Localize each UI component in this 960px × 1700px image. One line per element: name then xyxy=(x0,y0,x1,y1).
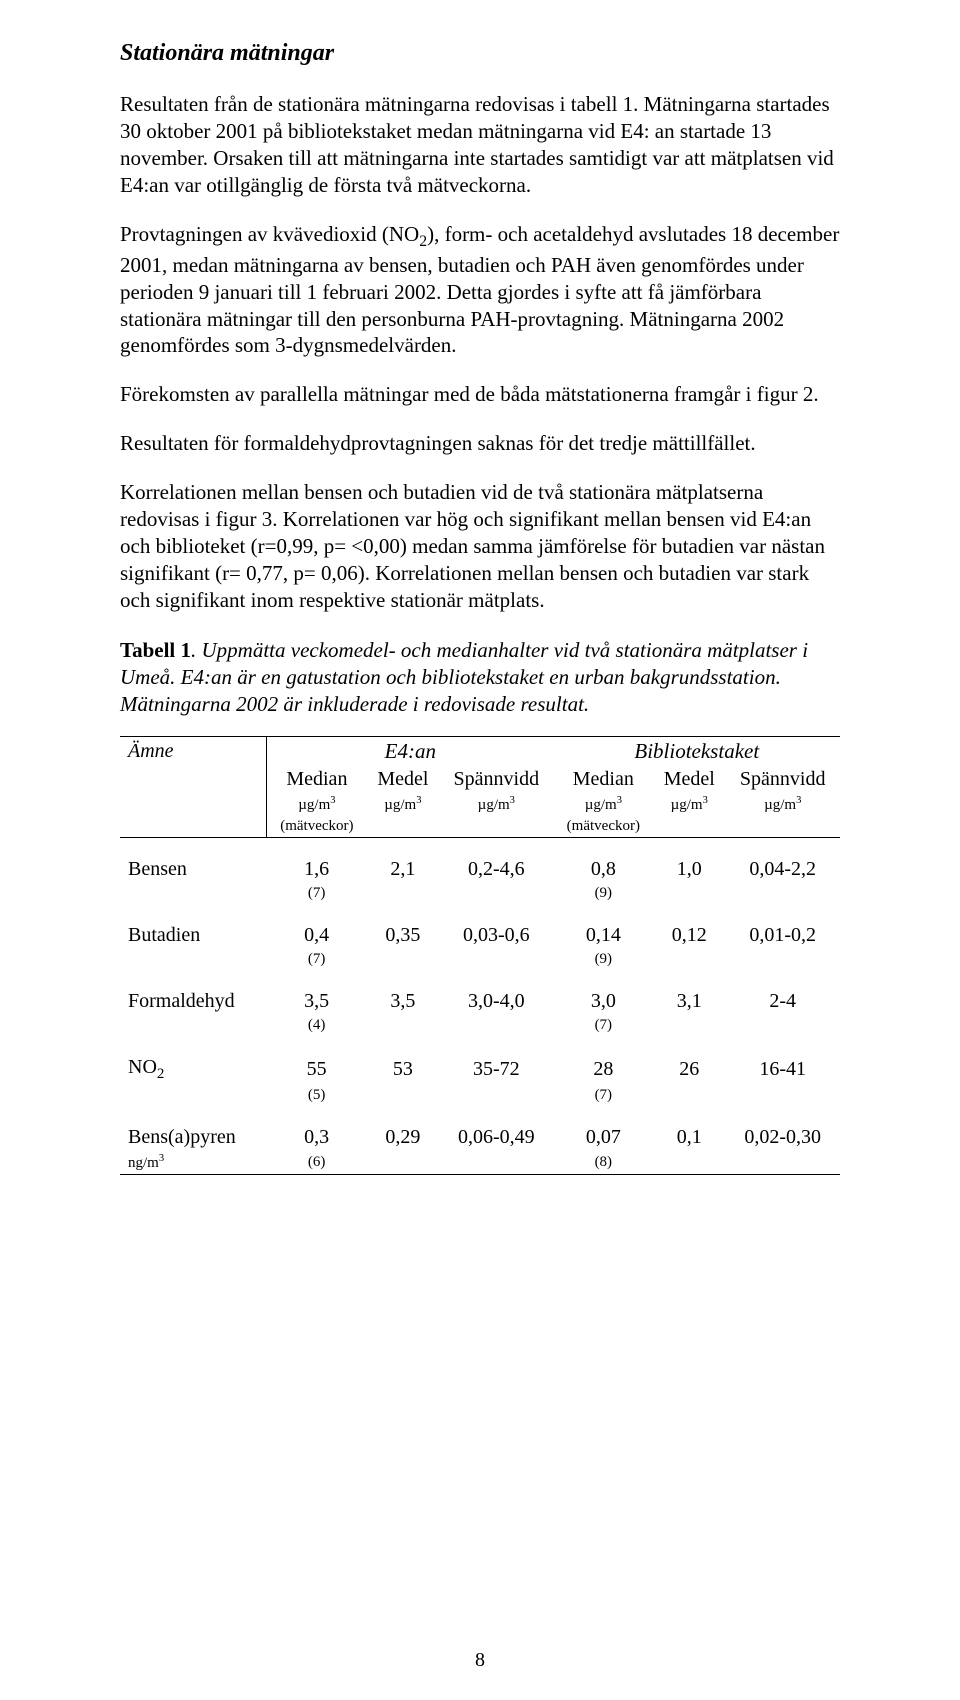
empty-cell xyxy=(120,766,267,793)
weeks: (8) xyxy=(554,1151,654,1175)
section-title: Stationära mätningar xyxy=(120,40,840,67)
caption-rest: . Uppmätta veckomedel- och medianhalter … xyxy=(120,638,808,716)
h-e4-median: Median xyxy=(267,766,367,793)
cell-value: 2-4 xyxy=(725,988,840,1015)
cell-value: 0,29 xyxy=(367,1124,439,1151)
weeks: (7) xyxy=(267,949,367,970)
cell-value: 0,8 xyxy=(554,856,654,883)
table-caption: Tabell 1. Uppmätta veckomedel- och media… xyxy=(120,637,840,718)
header-row-1: Ämne E4:an Bibliotekstaket xyxy=(120,737,840,767)
cell-value: 35-72 xyxy=(439,1054,554,1085)
caption-lead: Tabell 1 xyxy=(120,638,191,662)
cell-value: 3,0 xyxy=(554,988,654,1015)
weeks-e4: (mätveckor) xyxy=(267,816,367,838)
table-row: Butadien 0,4 0,35 0,03-0,6 0,14 0,12 0,0… xyxy=(120,922,840,949)
header-row-3: µg/m3 µg/m3 µg/m3 µg/m3 µg/m3 µg/m3 xyxy=(120,793,840,816)
cell-value: 3,1 xyxy=(653,988,725,1015)
substance-name: NO2 xyxy=(120,1054,267,1085)
paragraph-2a: Provtagningen av kvävedioxid (NO xyxy=(120,222,419,246)
table-row-weeks: (7) (9) xyxy=(120,883,840,904)
page: Stationära mätningar Resultaten från de … xyxy=(0,0,960,1700)
weeks: (9) xyxy=(554,883,654,904)
substance-name: Bensen xyxy=(120,856,267,883)
table-row-weeks: ng/m3 (6) (8) xyxy=(120,1151,840,1175)
cell-value: 1,6 xyxy=(267,856,367,883)
cell-value: 3,5 xyxy=(367,988,439,1015)
h-e4-medel: Medel xyxy=(367,766,439,793)
empty-cell xyxy=(439,816,554,838)
col-substance-header: Ämne xyxy=(120,737,267,767)
cell-value: 0,3 xyxy=(267,1124,367,1151)
cell-value: 0,1 xyxy=(653,1124,725,1151)
unit-e4-span: µg/m3 xyxy=(439,793,554,816)
table-row-weeks: (5) (7) xyxy=(120,1085,840,1106)
cell-value: 3,5 xyxy=(267,988,367,1015)
table-row: NO2 55 53 35-72 28 26 16-41 xyxy=(120,1054,840,1085)
h-bib-median: Median xyxy=(554,766,654,793)
cell-value: 55 xyxy=(267,1054,367,1085)
unit-bib-medel: µg/m3 xyxy=(653,793,725,816)
weeks: (6) xyxy=(267,1151,367,1175)
weeks: (4) xyxy=(267,1015,367,1036)
group-bib-header: Bibliotekstaket xyxy=(554,737,840,767)
table-row: Formaldehyd 3,5 3,5 3,0-4,0 3,0 3,1 2-4 xyxy=(120,988,840,1015)
weeks: (7) xyxy=(554,1015,654,1036)
cell-value: 0,01-0,2 xyxy=(725,922,840,949)
paragraph-4: Resultaten för formaldehydprovtagningen … xyxy=(120,430,840,457)
cell-value: 0,35 xyxy=(367,922,439,949)
cell-value: 0,12 xyxy=(653,922,725,949)
table-row-weeks: (7) (9) xyxy=(120,949,840,970)
paragraph-1: Resultaten från de stationära mätningarn… xyxy=(120,91,840,199)
cell-value: 0,04-2,2 xyxy=(725,856,840,883)
group-e4-header: E4:an xyxy=(267,737,554,767)
empty-cell xyxy=(653,816,725,838)
cell-value: 0,4 xyxy=(267,922,367,949)
data-table: Ämne E4:an Bibliotekstaket Median Medel … xyxy=(120,736,840,1175)
substance-name: Butadien xyxy=(120,922,267,949)
page-number: 8 xyxy=(0,1649,960,1672)
table-row: Bens(a)pyren 0,3 0,29 0,06-0,49 0,07 0,1… xyxy=(120,1124,840,1151)
subscript-2: 2 xyxy=(419,233,427,250)
empty-cell xyxy=(367,816,439,838)
weeks: (5) xyxy=(267,1085,367,1106)
h-e4-span: Spännvidd xyxy=(439,766,554,793)
cell-value: 28 xyxy=(554,1054,654,1085)
h-bib-span: Spännvidd xyxy=(725,766,840,793)
unit-e4-medel: µg/m3 xyxy=(367,793,439,816)
empty-cell xyxy=(120,816,267,838)
substance-unit: ng/m3 xyxy=(120,1151,267,1175)
paragraph-3: Förekomsten av parallella mätningar med … xyxy=(120,381,840,408)
cell-value: 16-41 xyxy=(725,1054,840,1085)
substance-name: Bens(a)pyren xyxy=(120,1124,267,1151)
weeks: (9) xyxy=(554,949,654,970)
cell-value: 0,03-0,6 xyxy=(439,922,554,949)
cell-value: 2,1 xyxy=(367,856,439,883)
cell-value: 0,02-0,30 xyxy=(725,1124,840,1151)
substance-name: Formaldehyd xyxy=(120,988,267,1015)
weeks: (7) xyxy=(267,883,367,904)
paragraph-5: Korrelationen mellan bensen och butadien… xyxy=(120,479,840,613)
header-row-4: (mätveckor) (mätveckor) xyxy=(120,816,840,838)
h-bib-medel: Medel xyxy=(653,766,725,793)
cell-value: 0,14 xyxy=(554,922,654,949)
cell-value: 0,2-4,6 xyxy=(439,856,554,883)
cell-value: 53 xyxy=(367,1054,439,1085)
cell-value: 0,07 xyxy=(554,1124,654,1151)
empty-cell xyxy=(725,816,840,838)
cell-value: 3,0-4,0 xyxy=(439,988,554,1015)
weeks-bib: (mätveckor) xyxy=(554,816,654,838)
header-row-2: Median Medel Spännvidd Median Medel Spän… xyxy=(120,766,840,793)
cell-value: 0,06-0,49 xyxy=(439,1124,554,1151)
table-row: Bensen 1,6 2,1 0,2-4,6 0,8 1,0 0,04-2,2 xyxy=(120,856,840,883)
empty-cell xyxy=(120,793,267,816)
table-row-weeks: (4) (7) xyxy=(120,1015,840,1036)
paragraph-2: Provtagningen av kvävedioxid (NO2), form… xyxy=(120,221,840,360)
unit-e4-median: µg/m3 xyxy=(267,793,367,816)
unit-bib-span: µg/m3 xyxy=(725,793,840,816)
cell-value: 26 xyxy=(653,1054,725,1085)
unit-bib-median: µg/m3 xyxy=(554,793,654,816)
weeks: (7) xyxy=(554,1085,654,1106)
cell-value: 1,0 xyxy=(653,856,725,883)
